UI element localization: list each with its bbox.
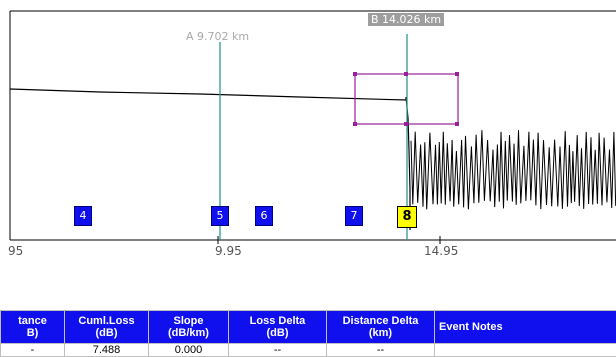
- x-tick-label: 95: [8, 244, 23, 258]
- event-marker-5[interactable]: 5: [211, 206, 229, 226]
- zoom-box-handle[interactable]: [455, 72, 459, 76]
- col-header-line: Loss Delta: [250, 315, 306, 327]
- col-header-line: Slope: [174, 315, 204, 327]
- noise-floor: [411, 130, 616, 209]
- col-header-line: Cuml.Loss: [78, 315, 134, 327]
- cursor-a-label: A 9.702 km: [186, 30, 249, 43]
- table-row[interactable]: - 7.488 0.000 -- --: [1, 344, 616, 357]
- col-header-line: Distance Delta: [343, 315, 419, 327]
- col-header-line: (dB/km): [168, 327, 209, 339]
- col-header-cuml-loss[interactable]: Cuml.Loss(dB): [65, 311, 149, 344]
- event-marker-6[interactable]: 6: [255, 206, 273, 226]
- cursor-b-label[interactable]: B 14.026 km: [368, 13, 444, 26]
- zoom-box-handle[interactable]: [455, 122, 459, 126]
- zoom-box-handle[interactable]: [404, 72, 408, 76]
- otdr-trace-plot[interactable]: [0, 0, 616, 290]
- col-header-line: tance: [18, 315, 47, 327]
- col-header-distance-delta[interactable]: Distance Delta(km): [327, 311, 435, 344]
- zoom-box-handle[interactable]: [404, 122, 408, 126]
- col-header-line: (dB): [267, 327, 289, 339]
- col-header-slope[interactable]: Slope(dB/km): [149, 311, 229, 344]
- cell-cuml-loss: 7.488: [65, 344, 149, 357]
- col-header-line: B): [27, 327, 39, 339]
- col-header-loss-delta[interactable]: Loss Delta(dB): [229, 311, 327, 344]
- cell-distance: -: [1, 344, 65, 357]
- cell-slope: 0.000: [149, 344, 229, 357]
- event-marker-8-selected[interactable]: 8: [397, 206, 417, 228]
- event-marker-7[interactable]: 7: [345, 206, 363, 226]
- col-header-line: (dB): [96, 327, 118, 339]
- x-tick-label: 14.95: [424, 244, 458, 258]
- event-marker-4[interactable]: 4: [74, 206, 92, 226]
- cell-loss-delta: --: [229, 344, 327, 357]
- zoom-box-handle[interactable]: [353, 122, 357, 126]
- cell-event-notes: [435, 344, 616, 357]
- cell-distance-delta: --: [327, 344, 435, 357]
- x-tick-label: 9.95: [215, 244, 242, 258]
- zoom-box-handle[interactable]: [353, 72, 357, 76]
- col-header-event-notes[interactable]: Event Notes: [435, 311, 616, 344]
- col-header-line: Event Notes: [439, 321, 503, 333]
- col-header-line: (km): [369, 327, 392, 339]
